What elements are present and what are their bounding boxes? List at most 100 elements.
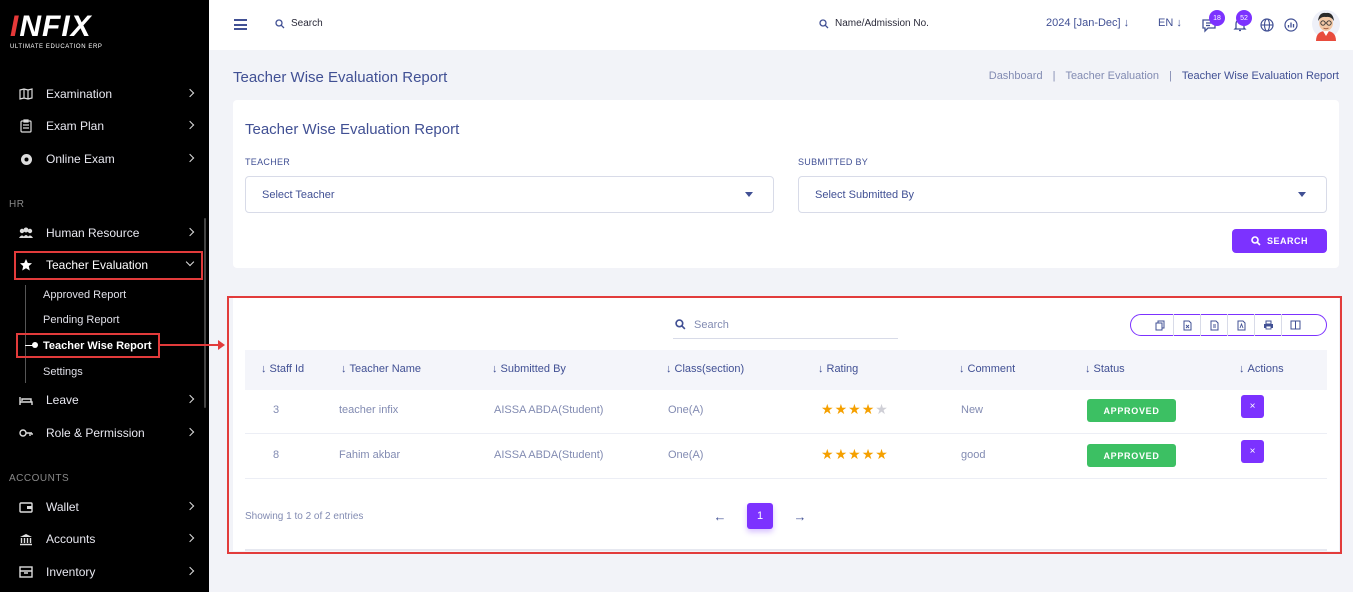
sidebar-subitem-settings[interactable]: Settings [43,366,83,378]
top-search-input[interactable]: Search [275,18,323,29]
language-dropdown[interactable]: EN ↓ [1158,17,1182,29]
avatar[interactable] [1311,9,1341,41]
pdf-button[interactable] [1228,314,1255,336]
sort-arrow-icon: ↓ [341,363,347,375]
export-button-group [1130,314,1327,336]
submitted-by-select[interactable]: Select Submitted By [798,176,1327,213]
search-button-label: SEARCH [1266,236,1308,246]
print-button[interactable] [1255,314,1282,336]
sidebar-item-role-permission[interactable]: Role & Permission [0,421,209,445]
chevron-right-icon [185,566,195,576]
chat-badge: 18 [1209,10,1225,26]
sort-arrow-icon: ↓ [492,363,498,375]
column-header-comment[interactable]: ↓ Comment [959,363,1015,375]
breadcrumb-teacher-evaluation[interactable]: Teacher Evaluation [1065,70,1159,82]
sidebar-item-human-resource[interactable]: Human Resource [0,221,209,245]
cell-staff-id: 3 [273,404,280,416]
filter-card: Teacher Wise Evaluation Report TEACHER S… [233,100,1339,268]
print-icon [1263,320,1273,330]
cell-teacher-name: teacher infix [339,404,399,416]
globe-icon[interactable] [1259,17,1275,33]
sidebar-item-label: Exam Plan [46,119,105,133]
excel-button[interactable] [1174,314,1201,336]
submitted-by-label: SUBMITTED BY [798,157,869,167]
action-button[interactable]: × [1241,440,1264,463]
rating-stars: ★★★★★ [821,446,889,463]
sidebar-item-leave[interactable]: Leave [0,388,209,412]
star-filled-icon: ★ [821,446,835,462]
logo-tagline: ULTIMATE EDUCATION ERP [10,44,103,50]
column-header-submitted-by[interactable]: ↓ Submitted By [492,363,566,375]
breadcrumb-dashboard[interactable]: Dashboard [988,70,1043,82]
column-header-actions[interactable]: ↓ Actions [1239,363,1284,375]
sidebar-item-teacher-evaluation[interactable]: Teacher Evaluation [0,253,209,277]
sidebar-item-wallet[interactable]: Wallet [0,495,209,519]
column-header-staff-id[interactable]: ↓ Staff Id [261,363,304,375]
csv-button[interactable] [1201,314,1228,336]
sidebar-item-inventory[interactable]: Inventory [0,560,209,584]
copy-button[interactable] [1147,314,1174,336]
language-label: EN [1158,17,1174,29]
cell-comment: New [961,404,984,416]
columns-button[interactable] [1282,314,1309,336]
sidebar-subitem-pending-report[interactable]: Pending Report [43,314,120,326]
logo-brand-lead: I [10,10,20,43]
status-badge: APPROVED [1087,399,1176,422]
action-button[interactable]: × [1241,395,1264,418]
column-header-rating[interactable]: ↓ Rating [818,363,858,375]
student-search-placeholder: Name/Admission No. [835,18,929,29]
top-search-placeholder: Search [291,18,323,29]
sidebar-subitem-teacher-wise-report[interactable]: Teacher Wise Report [43,340,152,352]
rating-stars: ★★★★★ [821,401,889,418]
page-button-current[interactable]: 1 [747,503,773,529]
column-header-teacher-name[interactable]: ↓ Teacher Name [341,363,421,375]
sidebar-item-examination[interactable]: Examination [0,82,209,106]
next-page-button[interactable]: → [793,508,807,524]
topbar: Search Name/Admission No. 2024 [Jan-Dec]… [209,0,1353,50]
sidebar-item-exam-plan[interactable]: Exam Plan [0,114,209,138]
sidebar-subitem-approved-report[interactable]: Approved Report [43,289,127,301]
menu-icon[interactable] [234,19,247,30]
breadcrumb: Dashboard | Teacher Evaluation | Teacher… [989,70,1339,82]
sidebar-scrollbar[interactable] [204,218,206,408]
status-badge: APPROVED [1087,444,1176,467]
analytics-icon[interactable] [1283,17,1299,33]
table-search-input[interactable]: Search [673,311,898,339]
table-header: ↓ Staff Id ↓ Teacher Name ↓ Submitted By ↓ C… [245,350,1327,390]
student-search-input[interactable]: Name/Admission No. [819,18,929,29]
sidebar-item-label: Accounts [46,532,96,546]
cell-staff-id: 8 [273,449,280,461]
search-button[interactable]: SEARCH [1232,229,1327,253]
chevron-right-icon [185,501,195,511]
academic-year-dropdown[interactable]: 2024 [Jan-Dec] ↓ [1046,17,1129,29]
card-divider [245,549,1327,551]
sidebar-item-label: Role & Permission [46,426,145,440]
csv-file-icon [1210,320,1218,330]
columns-icon [1290,320,1301,330]
annotation-arrow-line [160,344,222,346]
prev-page-button[interactable]: ← [713,508,727,524]
sidebar: INFIX ULTIMATE EDUCATION ERP Examination… [0,0,209,592]
chevron-right-icon [185,533,195,543]
sidebar-item-accounts[interactable]: Accounts [0,527,209,551]
sort-arrow-icon: ↓ [261,363,267,375]
column-header-status[interactable]: ↓ Status [1085,363,1125,375]
logo-brand-rest: NFIX [19,10,92,43]
sidebar-item-online-exam[interactable]: Online Exam [0,147,209,171]
chevron-right-icon [185,153,195,163]
cell-comment: good [961,449,986,461]
logo[interactable]: INFIX ULTIMATE EDUCATION ERP [10,10,103,51]
sidebar-item-label: Online Exam [46,152,115,166]
teacher-select[interactable]: Select Teacher [245,176,774,213]
report-table-card: Search ↓ Staff Id ↓ Teacher Name ↓ Submitte… [233,297,1339,551]
sidebar-item-label: Examination [46,87,113,101]
entries-info: Showing 1 to 2 of 2 entries [245,511,364,522]
pdf-file-icon [1237,320,1245,330]
star-filled-icon: ★ [875,446,889,462]
excel-file-icon [1183,320,1191,330]
column-header-class[interactable]: ↓ Class(section) [666,363,744,375]
star-filled-icon: ★ [834,446,849,462]
search-icon [275,18,285,28]
wallet-icon [18,500,34,514]
arrow-down-icon: ↓ [1123,17,1130,29]
